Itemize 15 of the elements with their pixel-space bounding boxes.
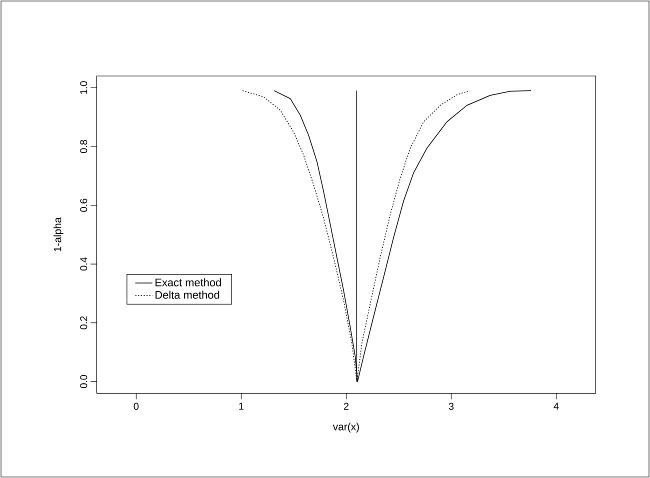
- x-tick-label: 2: [344, 402, 348, 410]
- y-axis-title: 1-alpha: [54, 217, 64, 252]
- x-tick-label: 3: [448, 402, 454, 410]
- y-tick-label: 0.0: [80, 374, 88, 388]
- y-tick-label: 1.0: [80, 81, 88, 94]
- x-tick-label: 0: [134, 402, 139, 410]
- y-tick-label: 0.8: [80, 140, 88, 154]
- y-tick-label: 0.6: [80, 198, 88, 212]
- y-tick-label: 0.4: [80, 257, 88, 271]
- legend-label: Exact method: [156, 278, 221, 286]
- y-tick-label: 0.2: [80, 316, 88, 330]
- x-axis-title: var(x): [332, 422, 359, 432]
- x-tick-label: 4: [554, 402, 559, 410]
- legend-label: Delta method: [156, 290, 220, 299]
- x-tick-label: 1: [239, 402, 244, 410]
